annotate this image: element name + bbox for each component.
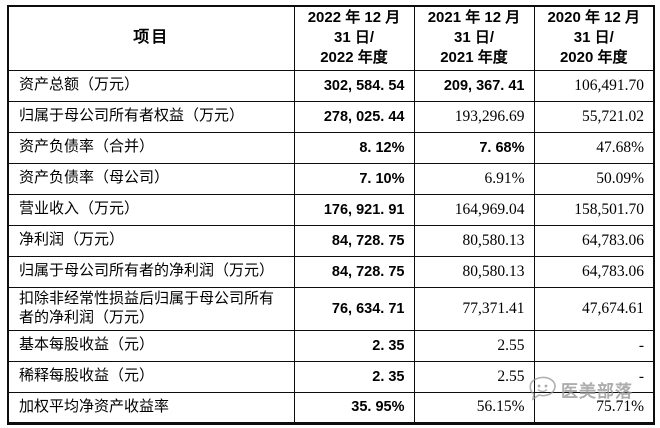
value-2022: 278, 025. 44: [293, 100, 415, 133]
value-2022: 7. 10%: [293, 162, 415, 195]
row-label: 资产负债率（母公司）: [7, 162, 295, 195]
value-2020: 106,491.70: [533, 69, 655, 102]
header-2020-line3: 2020 年度: [559, 49, 628, 67]
value-2022: 35. 95%: [293, 391, 415, 424]
row-label: 资产总额（万元）: [7, 69, 295, 102]
header-2022: 2022 年 12 月 31 日/ 2022 年度: [293, 5, 415, 71]
value-2020: 50.09%: [533, 162, 655, 195]
value-2020: 158,501.70: [533, 193, 655, 226]
value-2020: -: [533, 360, 655, 393]
table-row: 资产总额（万元） 302, 584. 54 209, 367. 41 106,4…: [7, 69, 655, 102]
table-row: 净利润（万元） 84, 728. 75 80,580.13 64,783.06: [7, 224, 655, 257]
value-2022: 302, 584. 54: [293, 69, 415, 102]
header-2020: 2020 年 12 月 31 日/ 2020 年度: [533, 5, 655, 71]
value-2022: 84, 728. 75: [293, 224, 415, 257]
row-label: 资产负债率（合并）: [7, 131, 295, 164]
table-row: 稀释每股收益（元） 2. 35 2.55 -: [7, 360, 655, 393]
row-label: 营业收入（万元）: [7, 193, 295, 226]
header-item: 项目: [7, 5, 295, 71]
value-2020: 47,674.61: [533, 286, 655, 331]
value-2022: 2. 35: [293, 360, 415, 393]
value-2022: 176, 921. 91: [293, 193, 415, 226]
value-2022: 2. 35: [293, 329, 415, 362]
header-2022-line1: 2022 年 12 月: [307, 9, 401, 27]
row-label: 加权平均净资产收益率: [7, 391, 295, 424]
value-2022: 84, 728. 75: [293, 255, 415, 288]
table-row: 资产负债率（合并） 8. 12% 7. 68% 47.68%: [7, 131, 655, 164]
value-2021: 56.15%: [413, 391, 535, 424]
row-label: 稀释每股收益（元）: [7, 360, 295, 393]
value-2021: 164,969.04: [413, 193, 535, 226]
value-2022: 76, 634. 71: [293, 286, 415, 331]
header-2021-line3: 2021 年度: [440, 49, 508, 67]
value-2021: 2.55: [413, 360, 535, 393]
table-row: 加权平均净资产收益率 35. 95% 56.15% 75.71%: [7, 391, 655, 424]
value-2021: 77,371.41: [413, 286, 535, 331]
header-2021: 2021 年 12 月 31 日/ 2021 年度: [413, 5, 535, 71]
row-label: 归属于母公司所有者的净利润（万元）: [7, 255, 295, 288]
header-2020-line2: 31 日/: [573, 29, 614, 47]
value-2021: 80,580.13: [413, 224, 535, 257]
header-2021-line2: 31 日/: [453, 29, 495, 47]
header-2021-line1: 2021 年 12 月: [427, 9, 521, 27]
row-label: 扣除非经常性损益后归属于母公司所有者的净利润（万元）: [7, 286, 295, 331]
table-row: 营业收入（万元） 176, 921. 91 164,969.04 158,501…: [7, 193, 655, 226]
header-2020-line1: 2020 年 12 月: [547, 9, 641, 27]
row-label: 净利润（万元）: [7, 224, 295, 257]
value-2022: 8. 12%: [293, 131, 415, 164]
header-row: 项目 2022 年 12 月 31 日/ 2022 年度 2021 年 12 月…: [7, 5, 655, 71]
row-label: 基本每股收益（元）: [7, 329, 295, 362]
table-row: 扣除非经常性损益后归属于母公司所有者的净利润（万元） 76, 634. 71 7…: [7, 286, 655, 331]
value-2021: 80,580.13: [413, 255, 535, 288]
table-row: 归属于母公司所有者权益（万元） 278, 025. 44 193,296.69 …: [7, 100, 655, 133]
value-2021: 2.55: [413, 329, 535, 362]
header-2022-line3: 2022 年度: [320, 49, 388, 67]
value-2020: -: [533, 329, 655, 362]
value-2020: 55,721.02: [533, 100, 655, 133]
value-2021: 193,296.69: [413, 100, 535, 133]
value-2020: 47.68%: [533, 131, 655, 164]
table-row: 基本每股收益（元） 2. 35 2.55 -: [7, 329, 655, 362]
value-2021: 209, 367. 41: [413, 69, 535, 102]
table-row: 归属于母公司所有者的净利润（万元） 84, 728. 75 80,580.13 …: [7, 255, 655, 288]
financial-summary-table: 项目 2022 年 12 月 31 日/ 2022 年度 2021 年 12 月…: [7, 5, 655, 425]
value-2021: 7. 68%: [413, 131, 535, 164]
row-label: 归属于母公司所有者权益（万元）: [7, 100, 295, 133]
header-2022-line2: 31 日/: [333, 29, 375, 47]
value-2020: 64,783.06: [533, 255, 655, 288]
value-2020: 75.71%: [533, 391, 655, 424]
value-2021: 6.91%: [413, 162, 535, 195]
value-2020: 64,783.06: [533, 224, 655, 257]
table-row: 资产负债率（母公司） 7. 10% 6.91% 50.09%: [7, 162, 655, 195]
